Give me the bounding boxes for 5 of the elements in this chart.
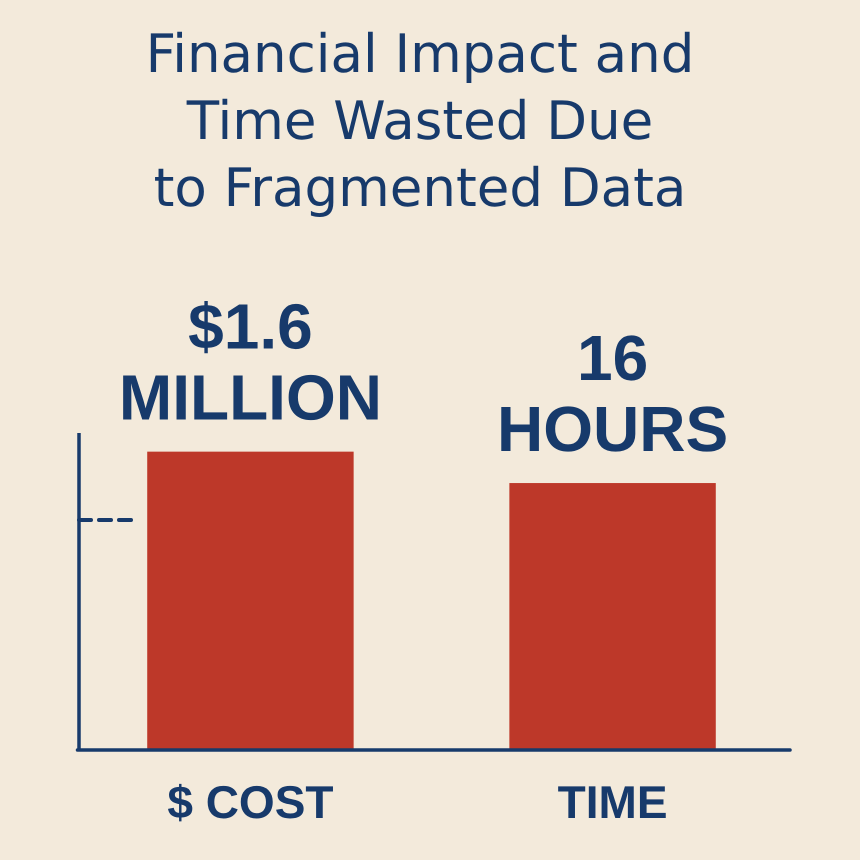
x-tick-label: $ COST (167, 776, 334, 828)
x-tick-label: TIME (558, 776, 668, 828)
data-label: $1.6 MILLION (118, 290, 382, 434)
data-label: 16 HOURS (497, 322, 728, 466)
chart-title: Financial Impact and Time Wasted Due to Fragmented Data (146, 24, 694, 219)
